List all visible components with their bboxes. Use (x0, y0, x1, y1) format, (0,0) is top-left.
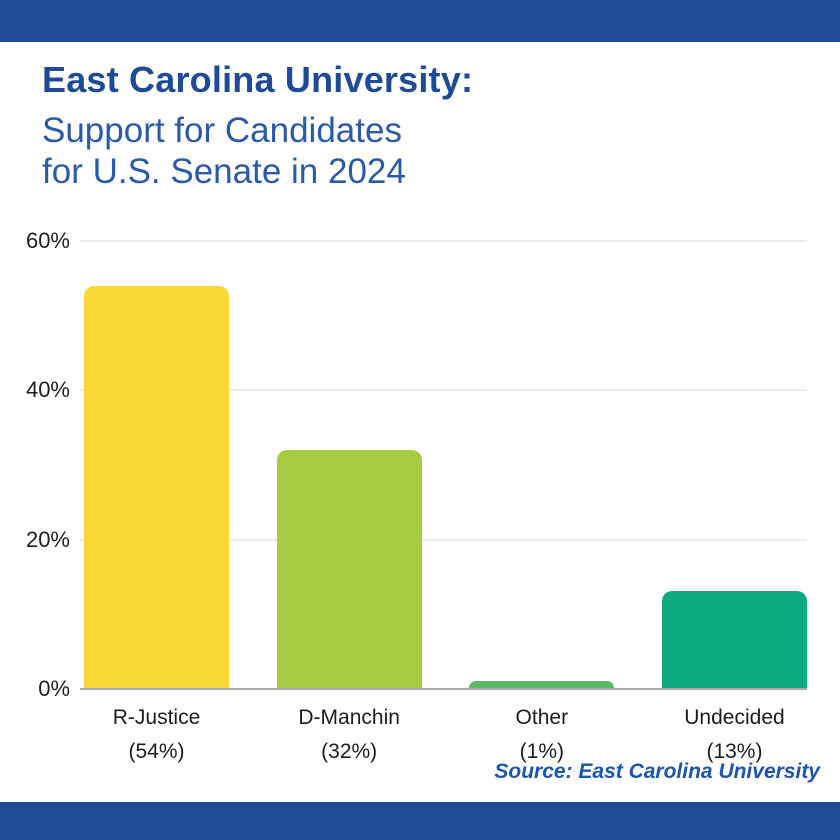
gridline-40pct (80, 389, 807, 391)
gridline-20pct (80, 539, 807, 541)
value-label: (32%) (321, 740, 378, 763)
bar-undecided (661, 591, 807, 688)
value-label: (1%) (519, 740, 564, 763)
gridline-60pct (80, 240, 807, 242)
category-label: D-Manchin (298, 706, 400, 729)
x-label-undecided: Undecided (13%) (662, 701, 807, 769)
subtitle-line-1: Support for Candidates (42, 111, 402, 150)
page-subtitle: Support for Candidates for U.S. Senate i… (42, 110, 473, 192)
category-label: Other (515, 706, 569, 729)
source-credit: Source: East Carolina University (494, 760, 820, 783)
bar-d-manchin (276, 449, 422, 688)
x-label-d-manchin: D-Manchin (32%) (277, 701, 422, 769)
category-label: R-Justice (112, 706, 201, 729)
y-axis-tick-0: 0% (38, 676, 70, 701)
x-label-r-justice: R-Justice (54%) (84, 701, 229, 769)
x-label-other: Other (1%) (469, 701, 614, 769)
y-axis-tick-20: 20% (25, 527, 70, 552)
bar-r-justice (84, 285, 229, 688)
value-label: (13%) (706, 740, 763, 763)
subtitle-line-2: for U.S. Senate in 2024 (42, 152, 406, 191)
bar-other (469, 680, 615, 688)
top-banner-bar (0, 0, 840, 42)
y-axis-tick-40: 40% (25, 377, 70, 402)
value-label: (54%) (128, 740, 185, 763)
category-label: Undecided (684, 706, 785, 729)
x-axis-labels: R-Justice (54%) D-Manchin (32%) Other (1… (84, 701, 807, 769)
x-axis-line (80, 688, 807, 690)
y-axis-tick-60: 60% (25, 228, 70, 253)
bottom-banner-bar (0, 802, 840, 840)
page-title: East Carolina University: (42, 59, 474, 100)
header: East Carolina University: Support for Ca… (42, 60, 473, 192)
bars-container (84, 241, 807, 688)
